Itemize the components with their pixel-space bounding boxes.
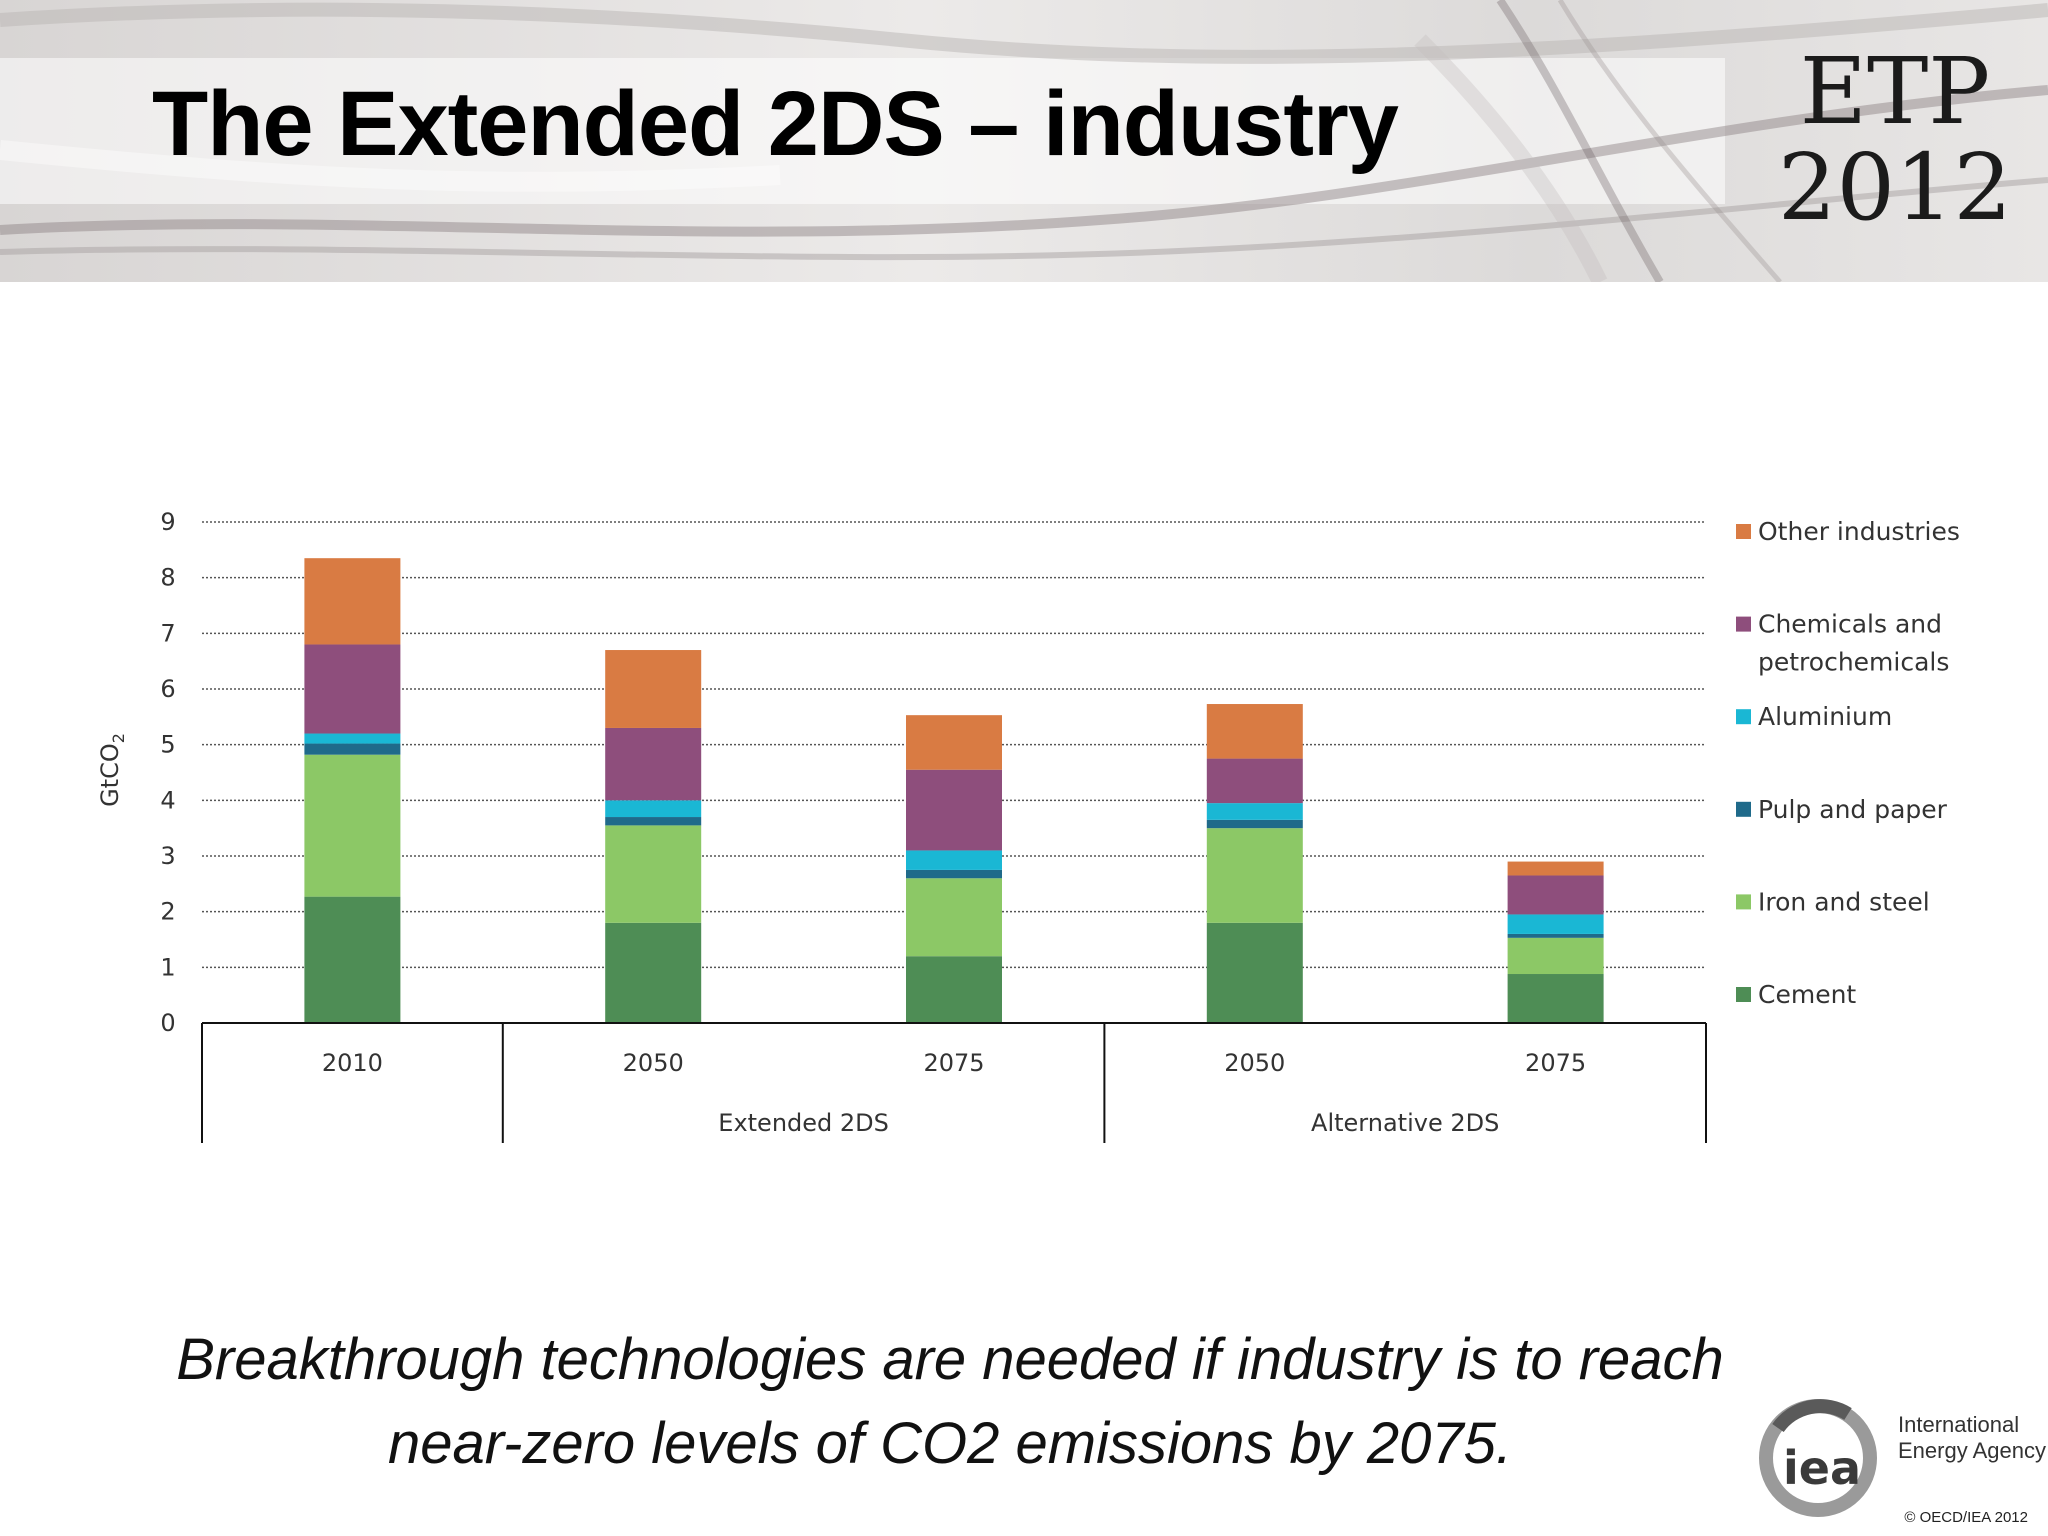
bars	[304, 558, 1604, 1023]
y-tick-label: 3	[160, 842, 175, 870]
bar-segment	[304, 558, 401, 645]
caption-line-2: near-zero levels of CO2 emissions by 207…	[387, 1411, 1513, 1476]
bar-stack	[1206, 704, 1303, 1023]
bar-segment	[1507, 974, 1604, 1023]
bar-segment	[906, 869, 1002, 879]
bar-segment	[1507, 875, 1604, 915]
iea-logo-mark: iea	[1783, 1441, 1861, 1495]
legend-item: Pulp and paper	[1736, 795, 1948, 824]
legend-label: Other industries	[1758, 517, 1960, 546]
bar-segment	[1206, 803, 1303, 820]
x-axis: 2010 2050 2075 2050 2075 Extended 2DS Alternat…	[201, 1022, 1707, 1143]
y-tick-label: 4	[160, 786, 175, 814]
bar-segment	[906, 715, 1002, 770]
y-tick-label: 5	[160, 731, 175, 759]
bar-segment	[906, 769, 1002, 851]
bar-segment	[605, 817, 702, 826]
legend-swatch	[1736, 987, 1751, 1002]
header-banner: The Extended 2DS – industry ETP 2012	[0, 0, 2048, 282]
bar-segment	[906, 850, 1002, 870]
x-tick-label: 2010	[322, 1049, 383, 1077]
legend-item: Cement	[1736, 980, 1856, 1009]
iea-logo-ring-accent	[1772, 1399, 1852, 1433]
group-label: Extended 2DS	[718, 1109, 889, 1137]
bar-segment	[1507, 933, 1604, 938]
y-axis-label: GtCO2	[96, 733, 128, 807]
x-tick-label: 2050	[623, 1049, 684, 1077]
legend-swatch	[1736, 709, 1751, 725]
bar-segment	[605, 922, 702, 1023]
legend-label: Chemicals and	[1758, 610, 1942, 639]
legend-label: petrochemicals	[1758, 648, 1949, 677]
bar-stack	[1507, 861, 1604, 1023]
bar-segment	[304, 644, 401, 734]
y-tick-label: 7	[160, 619, 175, 647]
y-tick-label: 1	[160, 953, 175, 981]
etp-badge-line1: ETP	[1799, 38, 1991, 145]
bar-segment	[304, 754, 401, 897]
iea-name-line-2: Energy Agency	[1898, 1438, 2046, 1463]
y-axis-label-main: GtCO	[96, 743, 124, 807]
etp-badge-line2: 2012	[1777, 134, 2013, 241]
y-axis-label-subscript: 2	[109, 733, 128, 743]
bar-segment	[1507, 914, 1604, 934]
legend-label: Pulp and paper	[1758, 795, 1948, 824]
bar-stack	[605, 650, 702, 1023]
legend-item: Chemicals and petrochemicals	[1736, 610, 1949, 677]
y-axis-ticks: 0 1 2 3 4 5 6 7 8 9	[160, 508, 175, 1037]
bar-segment	[1206, 819, 1303, 829]
y-tick-label: 2	[160, 898, 175, 926]
bar-stack	[906, 715, 1002, 1023]
bar-segment	[1206, 922, 1303, 1023]
legend-swatch	[1736, 894, 1751, 910]
bar-segment	[304, 733, 401, 744]
legend: Other industries Chemicals and petrochemic…	[1736, 517, 1960, 1009]
bar-segment	[605, 727, 702, 801]
legend-swatch	[1736, 616, 1751, 632]
bar-segment	[304, 743, 401, 755]
legend-item: Aluminium	[1736, 702, 1892, 731]
x-tick-label: 2075	[1525, 1049, 1586, 1077]
x-tick-label: 2050	[1224, 1049, 1285, 1077]
bar-segment	[605, 825, 702, 923]
y-tick-label: 8	[160, 564, 175, 592]
legend-label: Iron and steel	[1758, 887, 1930, 916]
etp-badge: ETP 2012	[1770, 44, 2020, 236]
copyright-notice: © OECD/IEA 2012	[1904, 1509, 2028, 1526]
iea-logo: iea International Energy Agency	[1759, 1399, 2046, 1517]
legend-item: Other industries	[1736, 517, 1960, 546]
group-label: Alternative 2DS	[1311, 1109, 1499, 1137]
y-tick-label: 0	[160, 1009, 175, 1037]
slide-caption: Breakthrough technologies are needed if …	[140, 1318, 1760, 1486]
bar-segment	[1206, 828, 1303, 923]
legend-swatch	[1736, 801, 1751, 817]
y-tick-label: 6	[160, 675, 175, 703]
bar-segment	[1507, 937, 1604, 975]
legend-item: Iron and steel	[1736, 887, 1930, 916]
bar-stack	[304, 558, 401, 1023]
slide-title: The Extended 2DS – industry	[152, 73, 1399, 175]
bar-segment	[1206, 704, 1303, 759]
legend-swatch	[1736, 524, 1751, 539]
bar-segment	[1206, 758, 1303, 804]
bar-segment	[605, 800, 702, 818]
y-tick-label: 9	[160, 508, 175, 536]
legend-label: Aluminium	[1758, 702, 1892, 731]
caption-line-1: Breakthrough technologies are needed if …	[176, 1327, 1724, 1392]
bar-segment	[1507, 861, 1604, 876]
bar-segment	[605, 650, 702, 728]
iea-name-line-1: International	[1898, 1412, 2019, 1437]
banner-background	[0, 0, 2048, 282]
bar-segment	[906, 956, 1002, 1023]
legend-label: Cement	[1758, 980, 1856, 1009]
bar-segment	[304, 896, 401, 1023]
x-tick-label: 2075	[923, 1049, 984, 1077]
bar-segment	[906, 878, 1002, 957]
